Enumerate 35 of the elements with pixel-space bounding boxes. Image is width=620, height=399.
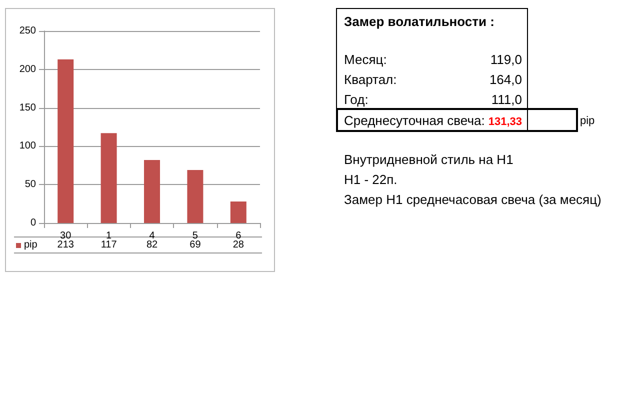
text: pip [580, 115, 595, 127]
bar [187, 170, 204, 223]
data-label: 213 [57, 240, 74, 250]
text: Замер H1 среднечасовая свеча (за месяц) [344, 192, 602, 207]
text: Квартал: [344, 72, 397, 87]
x-tick-label: 6 [236, 230, 242, 242]
y-tick-label: 50 [24, 179, 36, 190]
y-tick-label: 150 [19, 102, 36, 114]
x-tick-label: 30 [60, 230, 72, 242]
y-tick-label: 250 [19, 26, 36, 36]
text: 119,0 [489, 52, 522, 67]
x-tick-label: 4 [149, 230, 156, 242]
text: Внутридневной стиль на H1 [344, 152, 514, 167]
legend-label: pip [24, 240, 38, 250]
data-label: 82 [146, 240, 158, 250]
text: 131,33 [488, 116, 522, 128]
data-label: 28 [232, 240, 244, 250]
y-tick-label: 0 [30, 218, 36, 228]
data-label: 117 [100, 240, 118, 250]
data-label: 69 [190, 240, 202, 250]
bar [58, 59, 74, 223]
bar [144, 160, 160, 223]
x-tick-label: 1 [106, 230, 112, 242]
x-tick-label: 5 [192, 230, 198, 242]
text: Среднесуточная свеча: [344, 113, 485, 128]
bar [230, 201, 246, 223]
text: Замер волатильности : [344, 14, 494, 29]
text: 111,0 [490, 92, 522, 107]
text: H1 - 22п. [344, 172, 398, 187]
y-tick-label: 200 [19, 64, 36, 75]
text: 164,0 [488, 72, 522, 87]
text: Месяц: [344, 52, 387, 67]
bar [100, 133, 117, 223]
text: Год: [344, 92, 368, 107]
y-tick-label: 100 [19, 140, 36, 152]
